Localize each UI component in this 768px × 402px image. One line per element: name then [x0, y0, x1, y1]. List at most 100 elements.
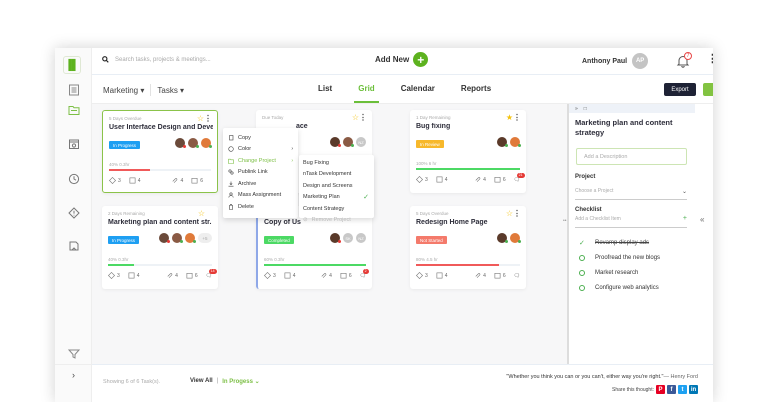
project-option[interactable]: Design and Screens — [303, 182, 353, 189]
card-menu-icon[interactable]: ⋮ — [513, 209, 521, 218]
checklist: ✓ Revamp display ads Proofread the new bl… — [579, 235, 660, 295]
list-icon[interactable] — [55, 80, 92, 100]
export-button[interactable]: Export — [664, 83, 696, 96]
tab-list[interactable]: List — [318, 84, 333, 93]
star-icon[interactable]: ☆ — [196, 114, 204, 123]
star-icon[interactable]: ☆ — [351, 113, 359, 122]
checklist-item[interactable]: Configure web analytics — [579, 280, 660, 295]
add-checklist-icon[interactable]: + — [682, 215, 687, 222]
expand-sidebar-chevron-icon[interactable]: › — [72, 370, 75, 380]
circle-icon[interactable] — [579, 269, 585, 276]
status-badge[interactable]: In Progress — [108, 236, 140, 244]
task-card[interactable]: 2 Days Remaining ☆ Marketing plan and co… — [102, 206, 218, 289]
add-new-button[interactable]: Add New + — [375, 52, 429, 67]
task-card[interactable]: 5 Days Overdue ☆ ⋮ User Interface Design… — [102, 110, 218, 193]
star-icon[interactable]: ☆ — [505, 209, 513, 218]
risks-icon[interactable] — [55, 236, 92, 256]
issues-count: 3 — [264, 272, 276, 279]
collapse-panel-chevron-icon[interactable]: « — [700, 215, 705, 224]
task-card[interactable]: 5 Days Overdue ☆ ⋮ Redesign Home Page No… — [410, 206, 526, 289]
user-profile[interactable]: Anthony Paul AP — [582, 53, 649, 69]
collapse-panel-icon[interactable]: » — [575, 105, 578, 112]
card-menu-icon[interactable]: ⋮ — [204, 114, 212, 123]
checklist-item[interactable]: ✓ Revamp display ads — [579, 239, 650, 247]
status-badge[interactable]: Completed — [264, 236, 294, 244]
project-option[interactable]: Bug Fixing — [303, 159, 329, 166]
pinterest-icon[interactable]: P — [656, 385, 665, 394]
card-footer: 3 4 4 6 — [109, 177, 211, 184]
progress-bar — [109, 169, 211, 171]
tab-reports[interactable]: Reports — [460, 84, 492, 93]
menu-item-archive[interactable]: Archive — [223, 178, 298, 190]
project-select[interactable]: Choose a Project ⌄ — [575, 188, 687, 200]
star-icon[interactable]: ☆ — [197, 209, 205, 218]
expand-panel-icon[interactable]: □ — [583, 105, 587, 112]
linkedin-icon[interactable]: in — [689, 385, 698, 394]
twitter-icon[interactable]: t — [678, 385, 687, 394]
in-progress-dropdown[interactable]: In Progess ⌄ — [222, 379, 260, 385]
task-title: Bug fixing — [416, 123, 451, 130]
menu-item-copy[interactable]: Copy — [223, 132, 298, 144]
description-input[interactable]: Add a Description — [576, 148, 687, 165]
tab-calendar[interactable]: Calendar — [400, 84, 435, 93]
section-dropdown[interactable]: Tasks ▾ — [157, 85, 185, 95]
panel-resize-handle[interactable]: •• — [563, 218, 567, 224]
comments-icon[interactable]: 🗨 — [513, 272, 520, 279]
avatar — [175, 138, 186, 148]
circle-icon[interactable] — [579, 254, 585, 261]
project-option[interactable]: Content Strategy — [303, 205, 345, 212]
menu-item-color[interactable]: Color › — [223, 144, 298, 156]
comments-icon[interactable]: 🗨 14 — [205, 268, 217, 279]
assignees[interactable] — [497, 137, 521, 147]
facebook-icon[interactable]: f — [667, 385, 676, 394]
project-option-selected[interactable]: Marketing Plan ✓ — [303, 194, 369, 202]
filter-funnel-icon[interactable] — [55, 344, 92, 364]
issues-count: 3 — [416, 272, 428, 279]
circle-icon[interactable] — [579, 284, 585, 291]
status-badge[interactable]: Not Started — [416, 236, 447, 244]
meetings-count: 6 — [494, 272, 506, 279]
checklist-input[interactable]: Add a Checklist Item + — [575, 215, 687, 228]
avatar — [172, 233, 183, 243]
status-badge[interactable]: In Progress — [109, 141, 141, 149]
issues-icon[interactable] — [55, 203, 92, 223]
menu-item-publink[interactable]: Publink Link — [223, 167, 298, 179]
menu-item-mass-assignment[interactable]: Mass Assignment — [223, 190, 298, 202]
task-card[interactable]: 1 Day Remaining ★ ⋮ Bug fixing In Review… — [410, 110, 526, 193]
project-option[interactable]: nTask Development — [303, 171, 352, 178]
star-filled-icon[interactable]: ★ — [505, 113, 513, 122]
menu-item-change-project[interactable]: Change Project › — [223, 155, 298, 167]
menu-item-delete[interactable]: Delete — [223, 201, 298, 213]
view-all-link[interactable]: View All — [190, 378, 213, 384]
card-menu-icon[interactable]: ⋮ — [513, 113, 521, 122]
assignees[interactable]: NZ — [330, 137, 366, 147]
ntask-logo[interactable]: ▐▌ — [63, 56, 81, 74]
filter-button[interactable]: Filter — [703, 83, 713, 96]
search-input[interactable]: Search tasks, projects & meetings... — [115, 56, 211, 63]
assignees[interactable]: +5 — [159, 233, 212, 243]
user-name: Anthony Paul — [582, 57, 628, 65]
card-menu-icon[interactable]: ⋮ — [359, 113, 367, 122]
checklist-item[interactable]: Market research — [579, 265, 660, 280]
notifications-button[interactable]: 7 — [676, 52, 692, 68]
panel-task-title[interactable]: Marketing plan and content strategy — [575, 118, 673, 137]
avatar — [330, 137, 341, 147]
docs-count: 4 — [284, 272, 296, 279]
attachments-count: 4 — [474, 176, 486, 183]
workspace-dropdown[interactable]: Marketing ▾ — [103, 85, 145, 95]
avatar — [497, 137, 508, 147]
search-bar[interactable]: Search tasks, projects & meetings... — [102, 56, 211, 63]
assignees[interactable] — [175, 138, 212, 148]
comments-icon[interactable]: 🗨 2 — [359, 268, 369, 279]
more-options-icon[interactable]: ⋮ — [707, 53, 713, 65]
assignees[interactable] — [497, 233, 521, 243]
more-assignees[interactable]: +5 — [198, 233, 212, 243]
tasks-folder-icon[interactable] — [55, 100, 92, 120]
status-badge[interactable]: In Review — [416, 140, 444, 148]
tab-grid[interactable]: Grid — [354, 84, 380, 103]
calendar-meeting-icon[interactable] — [55, 134, 92, 154]
checklist-item[interactable]: Proofread the new blogs — [579, 250, 660, 265]
timesheet-clock-icon[interactable] — [55, 169, 92, 189]
comments-icon[interactable]: 🗨21 — [513, 172, 525, 183]
assignees[interactable]: SK NZ — [330, 233, 366, 243]
